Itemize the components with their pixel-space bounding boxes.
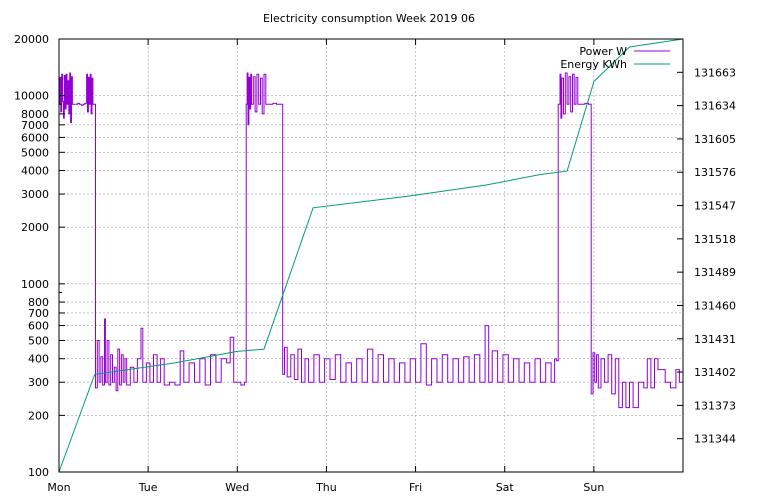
y-tick-label-left: 400 [28, 353, 49, 366]
y-tick-label-left: 200 [28, 409, 49, 422]
legend: Power W Energy KWh [560, 45, 670, 71]
y-tick-label-right: 131547 [694, 200, 736, 213]
y-tick-label-left: 800 [28, 296, 49, 309]
x-tick-label: Sun [583, 481, 604, 494]
y-tick-label-left: 600 [28, 320, 49, 333]
legend-label-energy: Energy KWh [560, 58, 627, 71]
y-tick-label-right: 131402 [694, 366, 736, 379]
x-tick-label: Tue [138, 481, 158, 494]
series-layer [58, 38, 684, 473]
y-tick-label-right: 131460 [694, 299, 736, 312]
y-tick-label-left: 1000 [21, 278, 49, 291]
x-tick-label: Mon [47, 481, 70, 494]
y-tick-label-right: 131518 [694, 233, 736, 246]
y-tick-label-left: 500 [28, 334, 49, 347]
y-tick-label-right: 131605 [694, 133, 736, 146]
legend-label-power: Power W [579, 45, 627, 58]
y-tick-label-left: 100 [28, 466, 49, 479]
y-tick-label-right: 131431 [694, 333, 736, 346]
grid-layer [59, 39, 683, 472]
y-tick-label-left: 2000 [21, 221, 49, 234]
y-tick-label-left: 7000 [21, 119, 49, 132]
y-tick-label-right: 131634 [694, 100, 736, 113]
y-tick-label-left: 6000 [21, 131, 49, 144]
y-tick-label-right: 131489 [694, 266, 736, 279]
y-tick-label-right: 131344 [694, 433, 736, 446]
chart-title: Electricity consumption Week 2019 06 [263, 12, 475, 25]
x-tick-label: Fri [409, 481, 422, 494]
y-tick-label-right: 131663 [694, 66, 736, 79]
x-tick-label: Thu [315, 481, 337, 494]
x-tick-label: Wed [225, 481, 249, 494]
plot-frame [58, 38, 684, 473]
y-tick-label-right: 131373 [694, 399, 736, 412]
y-tick-label-left: 300 [28, 376, 49, 389]
y-tick-label-left: 700 [28, 307, 49, 320]
ticks-layer: Mon Tue Wed Thu Fri Sat Sun1002003004005006007… [14, 33, 736, 494]
y-tick-label-left: 20000 [14, 33, 49, 46]
y-tick-label-left: 8000 [21, 108, 49, 121]
y-tick-label-left: 3000 [21, 188, 49, 201]
series-line-energy [58, 38, 684, 473]
y-tick-label-right: 131576 [694, 166, 736, 179]
series-line-power [59, 72, 683, 409]
x-tick-label: Sat [496, 481, 515, 494]
y-tick-label-left: 5000 [21, 146, 49, 159]
y-tick-label-left: 10000 [14, 90, 49, 103]
y-tick-label-left: 4000 [21, 165, 49, 178]
